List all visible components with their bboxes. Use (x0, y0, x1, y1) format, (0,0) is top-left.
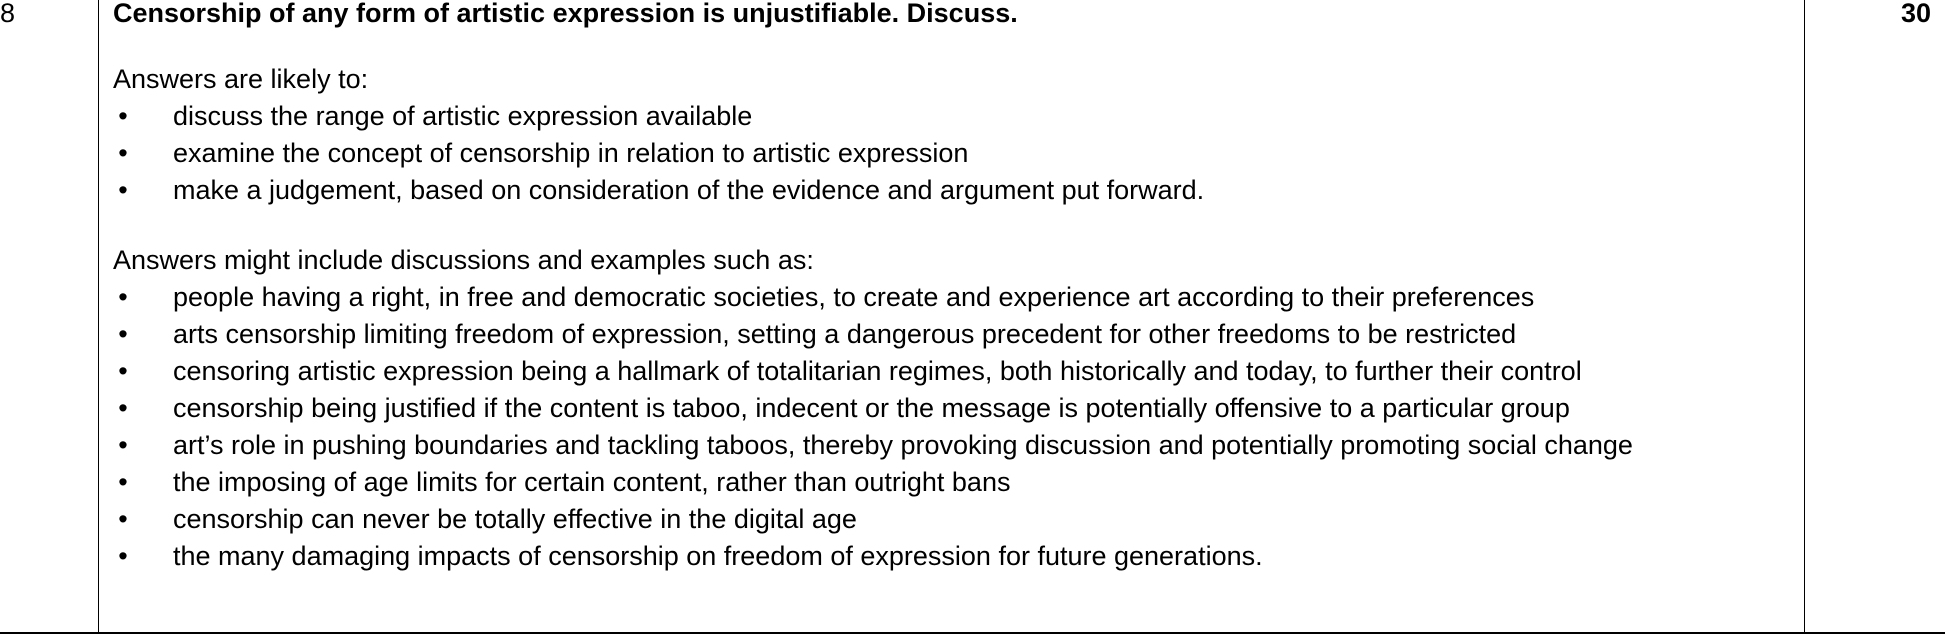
list-item: • make a judgement, based on consideratio… (113, 172, 1793, 209)
section1-bullet-list: • discuss the range of artistic expressio… (113, 98, 1793, 209)
question-text: Censorship of any form of artistic expre… (113, 0, 1018, 28)
list-item: • censorship can never be totally effecti… (113, 501, 1793, 538)
list-item: • arts censorship limiting freedom of exp… (113, 316, 1793, 353)
section1-intro: Answers are likely to: (113, 64, 369, 94)
section2-intro: Answers might include discussions and ex… (113, 245, 814, 275)
mark-scheme-content: Censorship of any form of artistic expre… (113, 0, 1793, 575)
list-item: • discuss the range of artistic expressio… (113, 98, 1793, 135)
list-item: • the imposing of age limits for certain … (113, 464, 1793, 501)
column-divider-left (98, 0, 99, 634)
table-bottom-border (0, 632, 1945, 634)
list-item-text: examine the concept of censorship in rel… (173, 138, 969, 168)
list-item-text: art’s role in pushing boundaries and tac… (173, 430, 1633, 460)
question-number: 8 (0, 0, 16, 28)
column-divider-right (1804, 0, 1805, 634)
list-item: • people having a right, in free and demo… (113, 279, 1793, 316)
bullet-icon: • (118, 282, 128, 312)
bullet-icon: • (118, 504, 128, 534)
bullet-icon: • (118, 319, 128, 349)
list-item: • art’s role in pushing boundaries and ta… (113, 427, 1793, 464)
bullet-icon: • (118, 356, 128, 386)
list-item: • the many damaging impacts of censorship… (113, 538, 1793, 575)
bullet-icon: • (118, 175, 128, 205)
list-item-text: the imposing of age limits for certain c… (173, 467, 1011, 497)
list-item-text: the many damaging impacts of censorship … (173, 541, 1263, 571)
list-item: • examine the concept of censorship in re… (113, 135, 1793, 172)
bullet-icon: • (118, 138, 128, 168)
list-item-text: censoring artistic expression being a ha… (173, 356, 1582, 386)
marks-value: 30 (1900, 0, 1931, 28)
list-item-text: censorship being justified if the conten… (173, 393, 1570, 423)
bullet-icon: • (118, 101, 128, 131)
list-item-text: censorship can never be totally effectiv… (173, 504, 857, 534)
bullet-icon: • (118, 393, 128, 423)
bullet-icon: • (118, 430, 128, 460)
list-item-text: discuss the range of artistic expression… (173, 101, 753, 131)
list-item: • censorship being justified if the conte… (113, 390, 1793, 427)
list-item-text: arts censorship limiting freedom of expr… (173, 319, 1517, 349)
bullet-icon: • (118, 467, 128, 497)
list-item-text: people having a right, in free and democ… (173, 282, 1535, 312)
list-item-text: make a judgement, based on consideration… (173, 175, 1205, 205)
list-item: • censoring artistic expression being a h… (113, 353, 1793, 390)
section2-bullet-list: • people having a right, in free and demo… (113, 279, 1793, 575)
bullet-icon: • (118, 541, 128, 571)
